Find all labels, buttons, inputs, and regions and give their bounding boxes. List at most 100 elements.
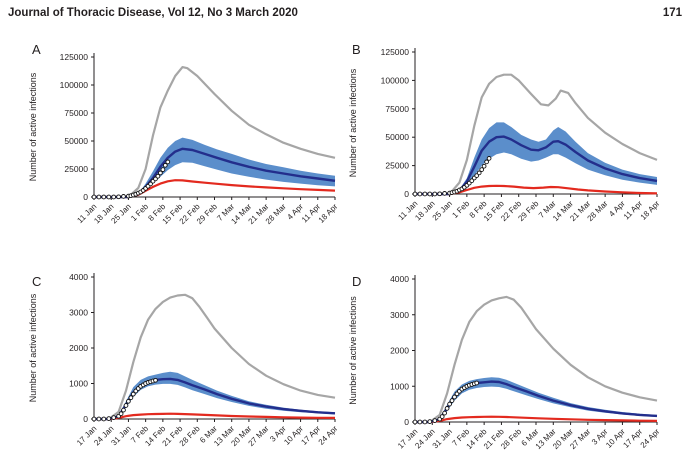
x-tick-label: 1 Feb — [129, 202, 150, 223]
observed-point — [160, 167, 166, 172]
x-tick-label: 18 Apr — [639, 199, 662, 222]
observed-point — [101, 194, 107, 200]
y-tick-label: 0 — [404, 189, 409, 199]
x-tick-label: 31 Jan — [109, 424, 132, 447]
observed-point — [444, 406, 450, 411]
y-axis-title: Number of active infections — [28, 72, 38, 181]
observed-point — [422, 191, 428, 197]
observed-point — [153, 377, 158, 383]
upper-bound-line — [415, 73, 658, 196]
observed-point — [437, 191, 443, 197]
chart-panel-c: C Number of active infections 0 1000 2000 300… — [28, 272, 340, 448]
y-tick-label: 100000 — [381, 75, 410, 85]
y-tick-label: 0 — [83, 414, 88, 424]
y-tick-label: 50000 — [64, 136, 88, 146]
upper-bound-line — [415, 295, 658, 424]
observed-point — [442, 191, 447, 196]
y-axis-title: Number of active infections — [28, 293, 38, 402]
panel-label: B — [352, 42, 361, 57]
y-axis-title: Number of active infections — [348, 68, 358, 177]
observed-point — [447, 401, 452, 407]
observed-point — [96, 416, 102, 422]
chart-panel-b: B Number of active infections 0 25000 50000 7… — [348, 42, 662, 223]
observed-point — [479, 167, 485, 172]
x-tick-label: 1 Feb — [450, 199, 471, 220]
x-tick-label: 25 Jan — [431, 199, 454, 222]
observed-point — [126, 398, 131, 404]
observed-point — [484, 159, 489, 165]
observed-point — [91, 194, 97, 200]
observed-point — [481, 163, 487, 169]
observed-point — [155, 173, 161, 179]
y-tick-label: 3000 — [69, 308, 88, 318]
observed-point — [486, 156, 492, 161]
panel-label: D — [352, 274, 361, 289]
y-tick-label: 75000 — [385, 104, 409, 114]
observed-point — [165, 159, 171, 165]
y-tick-label: 4000 — [390, 274, 409, 284]
lower-bound-line — [415, 184, 658, 196]
panel-label: A — [32, 42, 41, 57]
observed-point — [121, 194, 126, 199]
journal-title: Journal of Thoracic Disease, Vol 12, No … — [8, 7, 298, 19]
page-header: Journal of Thoracic Disease, Vol 12, No … — [0, 0, 698, 30]
observed-point — [422, 419, 428, 425]
y-tick-label: 25000 — [64, 164, 88, 174]
observed-point — [439, 414, 445, 419]
y-tick-label: 1000 — [390, 381, 409, 391]
observed-point — [123, 403, 129, 408]
observed-point — [427, 191, 433, 197]
observed-point — [412, 191, 418, 197]
x-tick-label: 24 Apr — [317, 424, 340, 447]
observed-point — [106, 194, 112, 200]
observed-point — [452, 394, 457, 400]
y-tick-label: 0 — [83, 192, 88, 202]
y-tick-label: 100000 — [60, 80, 89, 90]
observed-point — [128, 395, 134, 401]
lower-bound-line — [415, 415, 658, 424]
observed-point — [101, 416, 107, 422]
observed-point — [130, 391, 136, 397]
observed-point — [121, 407, 126, 413]
y-tick-label: 3000 — [390, 310, 409, 320]
panel-label: C — [32, 274, 41, 289]
observed-point — [476, 170, 482, 176]
observed-point — [158, 170, 163, 176]
x-tick-label: 24 Apr — [639, 427, 662, 450]
y-tick-label: 2000 — [390, 346, 409, 356]
y-tick-label: 75000 — [64, 108, 88, 118]
y-tick-label: 1000 — [69, 379, 88, 389]
x-tick-label: 25 Jan — [109, 202, 132, 225]
y-tick-label: 125000 — [60, 52, 89, 62]
observed-point — [106, 416, 112, 421]
observed-point — [449, 398, 455, 403]
chart-panel-d: D Number of active infections 0 1000 2000 300… — [348, 274, 662, 451]
page-number: 171 — [662, 7, 682, 19]
y-tick-label: 50000 — [385, 132, 409, 142]
observed-point — [417, 419, 423, 425]
chart-panel-a: A Number of active infections 0 25000 50000 7… — [28, 42, 340, 226]
x-tick-label: 29 Feb — [516, 199, 540, 223]
x-tick-label: 31 Jan — [431, 427, 454, 450]
y-tick-label: 0 — [404, 417, 409, 427]
observed-point — [432, 418, 438, 423]
lower-bound-line — [94, 412, 336, 421]
x-tick-label: 18 Apr — [317, 202, 340, 225]
lower-bound-line — [94, 179, 336, 199]
interval-band — [415, 122, 657, 194]
y-tick-label: 125000 — [381, 47, 410, 57]
observed-point — [427, 419, 433, 424]
observed-point — [116, 194, 121, 200]
observed-point — [412, 419, 418, 425]
observed-point — [91, 416, 97, 422]
observed-point — [442, 410, 447, 416]
upper-bound-line — [94, 293, 336, 421]
upper-bound-line — [94, 66, 336, 199]
median-line — [415, 135, 658, 196]
observed-point — [162, 162, 168, 168]
observed-point — [111, 194, 117, 200]
y-tick-label: 4000 — [69, 272, 88, 282]
observed-point — [118, 411, 124, 417]
y-axis-title: Number of active infections — [348, 296, 358, 405]
